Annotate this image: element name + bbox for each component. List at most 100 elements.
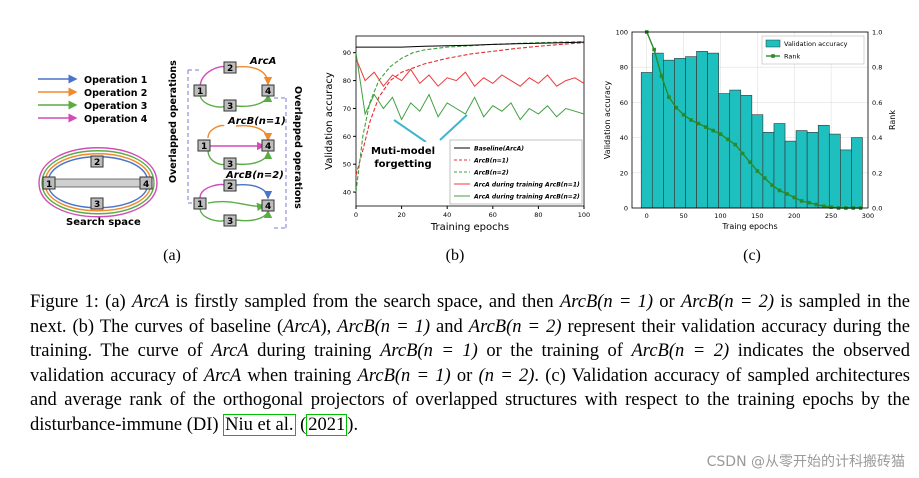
rank-point-4	[674, 105, 679, 110]
svg-text:4: 4	[265, 202, 271, 212]
svg-text:1: 1	[197, 87, 203, 97]
series-line-4	[355, 52, 585, 121]
rank-point-3	[667, 95, 671, 99]
panel-a-diagram: Operation 1 Operation 2 Operation 3 Oper…	[18, 48, 318, 258]
annotation-text-line1: Muti-model	[371, 146, 435, 157]
annotation-bg	[368, 142, 438, 172]
y-tick-label: 20	[620, 169, 628, 177]
figure-caption: Figure 1: (a) ArcA is firstly sampled fr…	[30, 292, 911, 436]
arc-b1-graph: ArcB(n=1) 1 4 3	[197, 116, 286, 170]
x-axis-label: Training epochs	[430, 222, 509, 233]
accuracy-line-chart: 0 20 40 60 80 100 40 50 60 70 80 90 Training epochs V…	[324, 35, 590, 233]
rank-point-18	[777, 188, 782, 193]
legend-operation-1: Operation 1	[84, 75, 147, 86]
x-tick-label: 60	[489, 211, 497, 219]
legend-entry-1: ArcB(n=1)	[473, 158, 509, 165]
bar-19	[851, 137, 863, 209]
rank-point-17	[770, 183, 774, 187]
arc-a-graph: ArcA 1 2 3 4	[193, 56, 276, 112]
rank-point-13	[740, 151, 745, 156]
x-tick-label: 200	[788, 212, 800, 220]
rank-point-22	[807, 200, 811, 205]
y-axis-label: Validation accuracy	[324, 72, 335, 170]
y-tick-label: 80	[343, 77, 351, 85]
y-tick-label: 100	[616, 29, 628, 37]
x-tick-label: 80	[534, 211, 542, 219]
bar-7	[718, 93, 731, 209]
bar-4	[685, 56, 697, 209]
search-space-label: Search space	[66, 217, 141, 228]
chart-legend	[449, 139, 583, 205]
svg-text:3: 3	[227, 160, 233, 170]
y2-tick-label: 0.8	[872, 64, 882, 72]
rank-point-20	[792, 195, 797, 200]
bar-17	[828, 133, 841, 209]
legend-entry-0: Baseline(ArcA)	[474, 146, 524, 153]
svg-text:3: 3	[227, 217, 233, 227]
citation-year-link[interactable]: 2021	[306, 413, 348, 436]
series-line-1	[355, 42, 585, 176]
x-tick-label: 100	[578, 211, 590, 219]
legend-entry-2: ArcB(n=2)	[473, 170, 509, 177]
arc-b2-graph: ArcB(n=2) 1 2 3 4	[193, 170, 284, 227]
y2-tick-label: 1.0	[872, 29, 882, 37]
bar-3	[674, 58, 686, 209]
x-tick-label: 40	[443, 211, 451, 219]
bar-5	[696, 51, 708, 209]
subfigure-label-a: (a)	[163, 247, 181, 264]
y2-tick-label: 0.2	[872, 169, 882, 177]
rank-point-2	[659, 74, 664, 78]
svg-text:4: 4	[265, 142, 271, 152]
legend-swatch-marker	[771, 54, 775, 58]
svg-text:2: 2	[227, 182, 233, 192]
x-tick-label: 250	[825, 212, 837, 220]
x-tick-label: 300	[862, 212, 874, 220]
accuracy-rank-chart: 0 50 100 150 200 250 300 0 20 40 60 80 100 0.0 0.2 0.4 0…	[603, 29, 897, 232]
arc-b2-label: ArcB(n=2)	[225, 170, 284, 181]
plot-frame	[355, 35, 585, 207]
annotation-text-line2: forgetting	[374, 159, 431, 170]
svg-text:1: 1	[197, 200, 203, 210]
y-tick-label: 40	[343, 189, 351, 197]
rank-point-1	[652, 47, 656, 52]
citation-author-link[interactable]: Niu et al.	[223, 413, 296, 436]
panel-b-line-chart: 0 20 40 60 80 100 40 50 60 70 80 90 Training epochs V…	[322, 30, 600, 244]
y2-axis-label: Rank	[888, 110, 897, 130]
bar-12	[773, 123, 786, 209]
y-tick-label: 80	[620, 64, 628, 72]
svg-text:2: 2	[94, 158, 100, 168]
bar-14	[795, 130, 808, 209]
bar-10	[751, 114, 764, 209]
rank-point-24	[821, 204, 826, 209]
rank-point-25	[829, 205, 833, 209]
svg-text:1: 1	[46, 180, 52, 190]
legend-operation-3: Operation 3	[84, 101, 147, 112]
y2-tick-label: 0.4	[872, 134, 882, 142]
legend-entry-line: Rank	[784, 53, 800, 61]
legend-entry-bar: Validation accuracy	[784, 40, 848, 48]
bar-11	[762, 132, 775, 209]
rank-point-15	[755, 169, 760, 173]
rank-point-8	[703, 125, 708, 129]
rank-point-23	[814, 202, 819, 207]
rank-point-9	[711, 128, 715, 133]
rank-point-5	[681, 112, 686, 117]
overlap-label-left: Overlapped operations	[168, 60, 179, 183]
rank-point-21	[799, 199, 804, 203]
y-tick-label: 50	[343, 161, 351, 169]
panel-c-bar-chart: 0 50 100 150 200 250 300 0 20 40 60 80 100 0.0 0.2 0.4 0…	[598, 24, 906, 244]
legend-swatch-bar	[765, 39, 781, 48]
rank-point-6	[689, 118, 693, 122]
x-tick-label: 0	[354, 211, 358, 219]
rank-point-14	[748, 160, 752, 165]
legend-operation-4: Operation 4	[84, 114, 148, 125]
bar-2	[663, 59, 675, 209]
y-axis-label: Validation accuracy	[603, 81, 612, 159]
svg-text:4: 4	[143, 180, 149, 190]
svg-text:1: 1	[201, 142, 207, 152]
bar-16	[817, 124, 830, 209]
y-tick-label: 70	[343, 105, 351, 113]
subfigure-label-c: (c)	[743, 247, 761, 264]
y-tick-label: 0	[624, 205, 628, 213]
x-tick-label: 0	[645, 212, 649, 220]
